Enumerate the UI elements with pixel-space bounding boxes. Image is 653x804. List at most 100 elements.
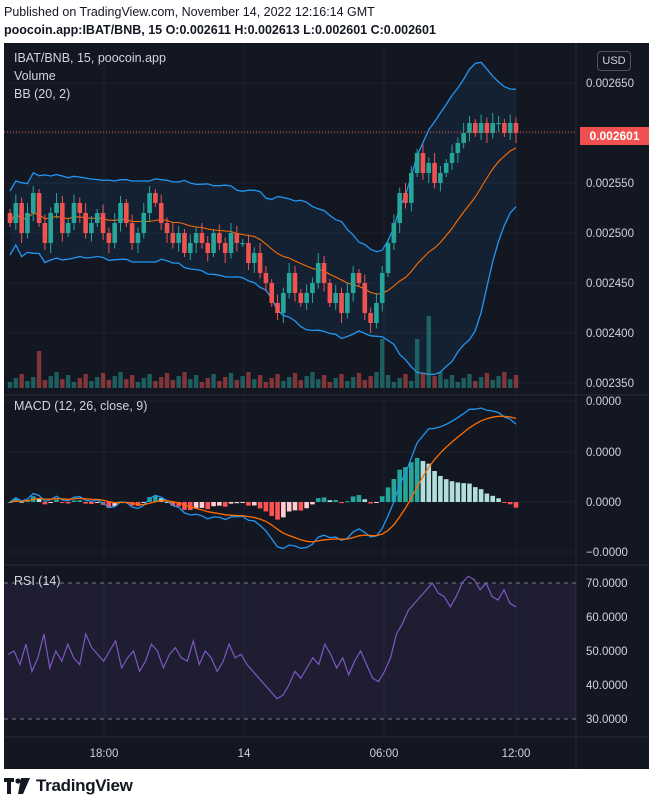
bb-legend[interactable]: BB (20, 2)	[14, 87, 71, 101]
macd-histogram-bar	[484, 493, 490, 502]
macd-histogram-bar	[187, 502, 193, 511]
candle-body	[507, 123, 513, 133]
macd-tick-label: 0.0000	[586, 447, 621, 459]
volume-bar	[118, 372, 123, 388]
volume-bar	[217, 381, 222, 388]
volume-bar	[228, 373, 234, 388]
macd-histogram-bar	[153, 495, 158, 502]
macd-histogram-bar	[409, 462, 414, 502]
volume-bar	[385, 375, 391, 388]
volume-bar	[420, 373, 426, 388]
macd-histogram-bar	[141, 502, 147, 503]
candle-body	[42, 223, 48, 243]
macd-histogram-bar	[345, 501, 350, 503]
macd-histogram-bar	[205, 502, 211, 510]
volume-bar	[316, 379, 321, 388]
macd-histogram-bar	[77, 500, 83, 502]
candle-body	[263, 273, 269, 283]
volume-bar	[13, 378, 19, 388]
volume-bar	[467, 374, 472, 388]
volume-bar	[42, 380, 48, 388]
rsi-legend[interactable]: RSI (14)	[14, 574, 61, 588]
macd-histogram-bar	[432, 471, 437, 502]
macd-histogram-bar	[211, 502, 216, 507]
macd-legend[interactable]: MACD (12, 26, close, 9)	[14, 399, 148, 413]
time-tick-label: 12:00	[502, 748, 531, 760]
macd-histogram-bar	[94, 502, 100, 503]
macd-histogram-bar	[502, 502, 507, 503]
volume-bar	[153, 381, 158, 388]
macd-tick-label: 0.0000	[586, 497, 621, 509]
macd-histogram-bar	[251, 502, 257, 506]
price-tick-label: 0.002500	[586, 228, 634, 240]
macd-histogram-bar	[83, 502, 88, 504]
macd-histogram-bar	[467, 483, 472, 502]
macd-histogram-bar	[292, 502, 298, 511]
bb-upper-line	[9, 61, 517, 253]
macd-histogram-bar	[507, 502, 513, 505]
bb-lower-line	[9, 206, 517, 376]
candle-body	[25, 213, 30, 233]
macd-histogram-bar	[193, 502, 199, 508]
chart-svg[interactable]: 0.0026500.0026000.0025500.0025000.002450…	[4, 43, 649, 769]
candle-body	[234, 233, 240, 243]
candle-body	[164, 223, 170, 233]
volume-bar	[339, 374, 344, 388]
candle-body	[147, 193, 152, 213]
volume-bar	[321, 375, 327, 388]
candle-body	[60, 203, 65, 233]
volume-bar	[164, 373, 170, 388]
candle-body	[222, 243, 228, 253]
candle-body	[385, 243, 391, 273]
volume-bar	[444, 379, 449, 388]
candle-body	[426, 163, 432, 173]
rsi-tick-label: 70.0000	[586, 578, 628, 590]
volume-bar	[310, 372, 315, 388]
volume-bar	[507, 379, 513, 388]
volume-bar	[350, 377, 356, 388]
macd-histogram-bar	[333, 500, 339, 502]
candle-body	[496, 123, 501, 125]
macd-histogram-bar	[403, 467, 408, 502]
macd-histogram-bar	[449, 481, 455, 502]
price-tick-label: 0.002400	[586, 328, 634, 340]
volume-bar	[19, 374, 24, 388]
macd-histogram-bar	[19, 501, 24, 503]
volume-bar	[380, 339, 385, 388]
rsi-tick-label: 60.0000	[586, 612, 628, 624]
footer: TradingView	[4, 773, 133, 799]
candle-body	[124, 203, 129, 223]
macd-histogram-bar	[36, 499, 42, 502]
rsi-tick-label: 40.0000	[586, 680, 628, 692]
macd-histogram-bar	[222, 502, 228, 507]
volume-legend[interactable]: Volume	[14, 69, 56, 83]
symbol-legend[interactable]: IBAT/BNB, 15, poocoin.app	[14, 51, 166, 65]
tradingview-brand: TradingView	[36, 776, 133, 795]
candle-body	[158, 203, 164, 223]
macd-histogram-bar	[496, 498, 501, 502]
volume-bar	[461, 378, 466, 388]
candle-body	[153, 193, 158, 203]
macd-histogram-bar	[228, 502, 234, 504]
candle-body	[36, 193, 42, 223]
rsi-tick-label: 30.0000	[586, 714, 628, 726]
currency-button[interactable]: USD	[597, 51, 631, 71]
macd-histogram-bar	[246, 502, 251, 506]
bb-basis-line	[9, 147, 517, 295]
volume-bar	[362, 380, 367, 388]
volume-bar	[513, 375, 519, 388]
volume-bar	[25, 381, 30, 388]
macd-histogram-bar	[374, 502, 379, 503]
macd-histogram-bar	[60, 502, 65, 504]
candle-body	[65, 223, 71, 233]
price-tick-label: 0.002350	[586, 378, 634, 390]
volume-bar	[345, 381, 350, 388]
candle-body	[467, 123, 472, 133]
macd-tick-label: −0.0000	[586, 547, 628, 559]
macd-histogram-bar	[217, 502, 222, 506]
macd-line	[9, 407, 517, 550]
macd-histogram-bar	[89, 502, 94, 504]
macd-histogram-bar	[414, 457, 420, 502]
chart-area[interactable]: 0.0026500.0026000.0025500.0025000.002450…	[4, 43, 649, 769]
volume-bar	[77, 378, 82, 388]
